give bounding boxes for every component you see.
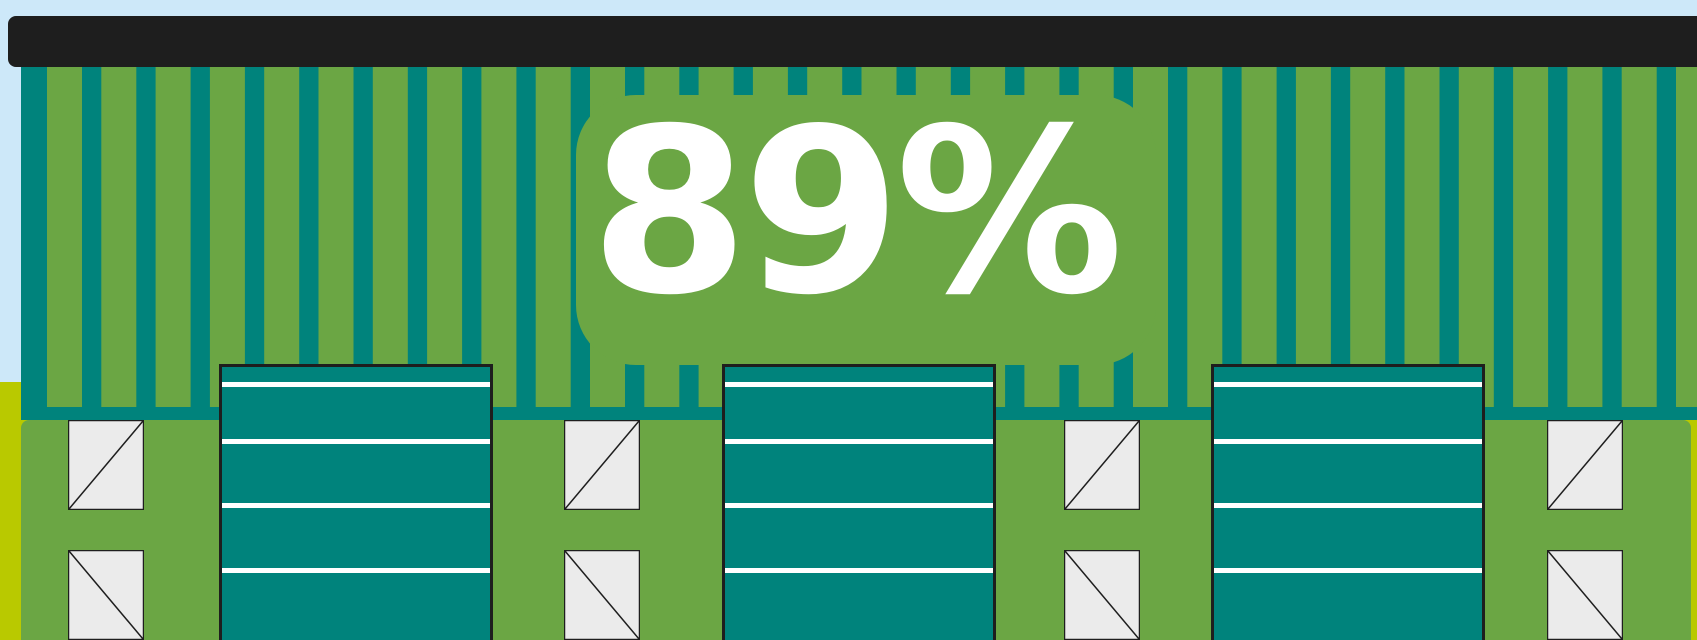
- loading-door-3: [1211, 364, 1485, 640]
- door-slat-line: [222, 382, 490, 387]
- wall-slat: [1295, 67, 1331, 407]
- wall-slat: [1187, 67, 1223, 407]
- door-slat-line: [222, 439, 490, 444]
- loading-door-2: [722, 364, 996, 640]
- building-roof: [8, 16, 1697, 67]
- wall-slat: [1676, 67, 1697, 407]
- window-lower-4: [1547, 550, 1623, 640]
- window-upper-2: [564, 420, 640, 510]
- wall-slat: [47, 67, 82, 407]
- door-slat-line: [1214, 382, 1482, 387]
- wall-slat: [1404, 67, 1440, 407]
- door-slat-line: [725, 382, 993, 387]
- door-slat-line: [725, 503, 993, 508]
- headline-percentage: 89%: [590, 79, 1124, 345]
- headline-backdrop: [576, 95, 1156, 365]
- wall-slat: [535, 67, 571, 407]
- wall-slat: [318, 67, 354, 407]
- wall-slat: [1241, 67, 1277, 407]
- door-slat-line: [1214, 568, 1482, 573]
- window-lower-2: [564, 550, 640, 640]
- door-slat-line: [725, 439, 993, 444]
- wall-slat: [427, 67, 463, 407]
- window-lower-3: [1064, 550, 1140, 640]
- door-slat-line: [222, 503, 490, 508]
- window-upper-1: [68, 420, 144, 510]
- wall-slat: [155, 67, 191, 407]
- wall-slat: [1458, 67, 1494, 407]
- wall-slat: [209, 67, 245, 407]
- window-lower-1: [68, 550, 144, 640]
- window-upper-3: [1064, 420, 1140, 510]
- window-upper-4: [1547, 420, 1623, 510]
- door-slat-line: [222, 568, 490, 573]
- wall-slat: [1567, 67, 1603, 407]
- wall-slat: [481, 67, 517, 407]
- wall-slat: [372, 67, 408, 407]
- wall-slat: [264, 67, 300, 407]
- wall-slat: [1621, 67, 1657, 407]
- wall-slat: [1513, 67, 1549, 407]
- loading-door-1: [219, 364, 493, 640]
- door-slat-line: [725, 568, 993, 573]
- door-slat-line: [1214, 439, 1482, 444]
- wall-slat: [101, 67, 137, 407]
- wall-slat: [1350, 67, 1386, 407]
- wall-slats: [47, 67, 1697, 407]
- door-slat-line: [1214, 503, 1482, 508]
